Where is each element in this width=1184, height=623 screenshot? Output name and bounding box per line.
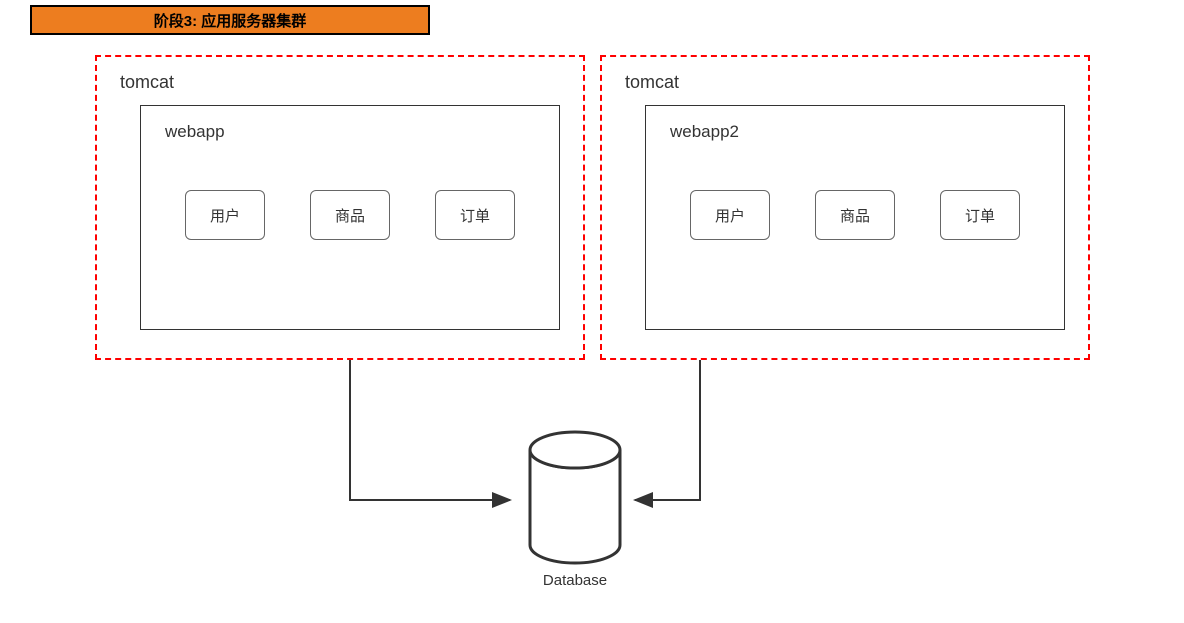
database-label: Database: [515, 572, 635, 589]
webapp-label-2: webapp2: [670, 122, 739, 142]
module-user-2: 用户: [690, 190, 770, 240]
module-order-2: 订单: [940, 190, 1020, 240]
phase-title: 阶段3: 应用服务器集群: [30, 5, 430, 35]
database-icon: [530, 432, 620, 563]
tomcat-label-2: tomcat: [625, 72, 679, 93]
module-order-1: 订单: [435, 190, 515, 240]
module-goods-2: 商品: [815, 190, 895, 240]
webapp-label-1: webapp: [165, 122, 225, 142]
module-goods-1: 商品: [310, 190, 390, 240]
module-user-1: 用户: [185, 190, 265, 240]
tomcat-label-1: tomcat: [120, 72, 174, 93]
